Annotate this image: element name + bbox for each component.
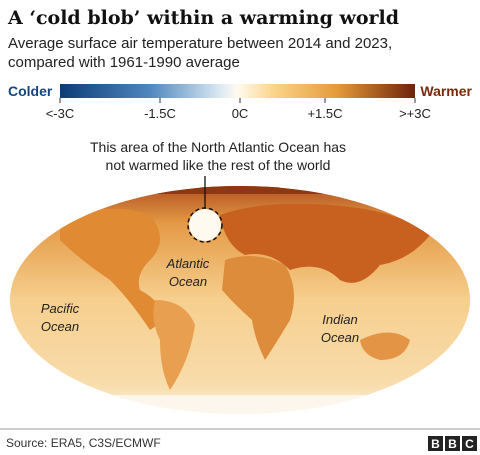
annotation: This area of the North Atlantic Ocean ha… <box>90 139 346 155</box>
highlight-circle <box>187 207 223 243</box>
ocean-label: Ocean <box>41 319 79 334</box>
tick-label: -1.5C <box>144 106 176 121</box>
tick-label: +1.5C <box>307 106 342 121</box>
ocean-label: Ocean <box>321 330 359 345</box>
legend-colder: Colder <box>8 83 53 99</box>
land <box>153 300 195 390</box>
ocean-label: Atlantic <box>166 256 210 271</box>
logo-box <box>462 436 477 451</box>
logo-letter: B <box>448 437 457 451</box>
color-scale <box>60 84 415 98</box>
tick-label: >+3C <box>399 106 431 121</box>
logo-box <box>428 436 443 451</box>
subtitle: compared with 1961-1990 average <box>8 54 240 71</box>
antarctica <box>10 395 470 414</box>
land <box>60 208 165 330</box>
arctic <box>10 186 470 194</box>
land <box>220 203 430 283</box>
source: Source: ERA5, C3S/ECMWF <box>6 436 161 450</box>
annotation: not warmed like the rest of the world <box>106 157 331 173</box>
ocean-label: Pacific <box>41 301 80 316</box>
ocean-label: Ocean <box>169 274 207 289</box>
ocean-label: Indian <box>322 312 357 327</box>
logo-box <box>445 436 460 451</box>
tick-label: 0C <box>232 106 249 121</box>
tick-label: <-3C <box>46 106 75 121</box>
title: A ‘cold blob’ within a warming world <box>7 7 399 29</box>
legend-ticks: <-3C -1.5C 0C +1.5C >+3C <box>46 98 431 121</box>
subtitle: Average surface air temperature between … <box>8 35 392 52</box>
logo-letter: C <box>465 437 474 451</box>
land <box>222 256 294 360</box>
logo-letter: B <box>431 437 440 451</box>
land <box>360 332 410 360</box>
legend-warmer: Warmer <box>420 83 472 99</box>
cold-blob <box>189 209 221 241</box>
